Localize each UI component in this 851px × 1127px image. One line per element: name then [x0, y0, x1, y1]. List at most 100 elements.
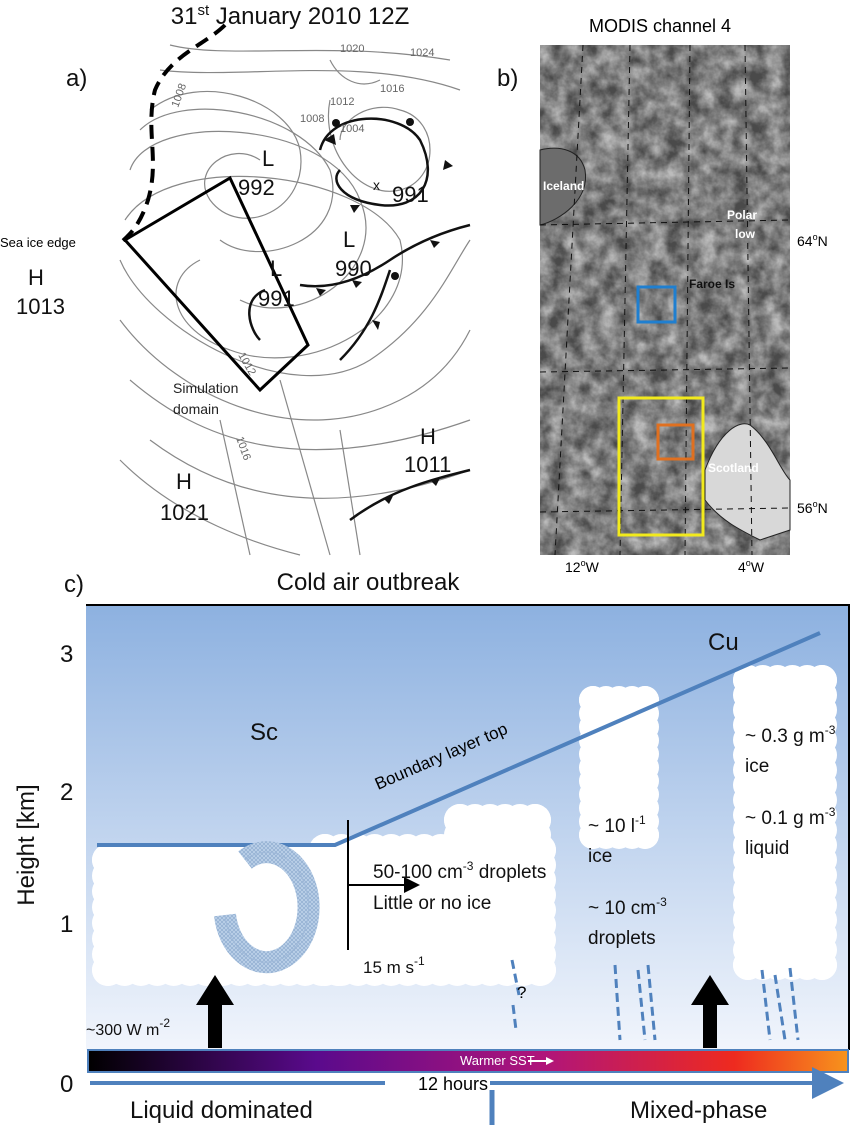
domain-label: Simulation: [173, 380, 238, 396]
annotation: ~ 0.3 g m-3: [745, 723, 836, 747]
lat-part: 64: [797, 233, 813, 249]
lon-sup: o: [581, 558, 586, 568]
panel-a: 31st January 2010 12Z a) Sea ice edge Si…: [0, 2, 471, 556]
lon-part: W: [586, 559, 600, 575]
lon-label: 4oW: [738, 558, 765, 575]
sea-ice-edge-label: Sea ice edge: [0, 235, 76, 250]
annotation: ~ 10 cm-3: [588, 895, 667, 919]
boundary-layer-line: [97, 631, 821, 847]
isobar-label: 1016: [380, 83, 404, 95]
system-pressure: 1013: [16, 294, 65, 319]
cloud-puff: [519, 864, 551, 896]
fronts: [248, 117, 471, 522]
place-label: Scotland: [708, 461, 759, 475]
annotation: ~300 W m-2: [86, 1016, 170, 1039]
lon-sup: o: [746, 558, 751, 568]
lon-part: W: [751, 559, 765, 575]
isobar-label: 1020: [340, 43, 364, 55]
blue-box: [636, 285, 677, 324]
annotation: ~ 10 l-1: [588, 813, 646, 837]
system-pressure: 992: [238, 175, 275, 200]
yellow-box: [617, 396, 705, 537]
superscript: -3: [463, 859, 474, 873]
place-label: low: [735, 227, 756, 241]
lon-label: 12oW: [565, 558, 600, 575]
y-tick-label: 1: [60, 911, 73, 938]
annotation: ice: [588, 846, 612, 867]
system-pressure: 990: [335, 256, 372, 281]
panel-b-title: MODIS channel 4: [589, 16, 731, 36]
isobar-label: 1008: [300, 113, 324, 125]
panel-label: b): [497, 65, 518, 92]
title-sup: st: [197, 2, 210, 19]
sc-label: Sc: [250, 719, 278, 746]
superscript: -3: [656, 895, 667, 909]
sst-label: Warmer SST: [460, 1053, 535, 1068]
text-part: liquid: [745, 838, 789, 859]
system-letter: L: [262, 146, 274, 171]
text-part: ~ 10 cm: [588, 898, 656, 919]
panel-c: c) Cold air outbreak Boundary layer top …: [13, 569, 850, 1125]
simulation-domain-box: [122, 175, 310, 393]
panel-c-title: Cold air outbreak: [277, 569, 461, 596]
cloud-puff: [92, 954, 124, 986]
cloud-puff: [444, 864, 476, 896]
sea-ice-edge-line: [116, 23, 227, 247]
cloud-puff: [579, 821, 607, 849]
time-label: 12 hours: [418, 1074, 488, 1094]
pressure-systems: L 992 x 991 L 990 L 991 H 1013 H 1011 H …: [16, 146, 451, 525]
annotation: 50-100 cm-3 droplets: [373, 859, 546, 883]
text-part: ice: [588, 846, 612, 867]
superscript: -1: [635, 813, 646, 827]
superscript: -3: [825, 723, 836, 737]
annotation: ice: [745, 756, 769, 777]
place-label: Iceland: [543, 179, 584, 193]
cloud-puff: [631, 821, 659, 849]
annotation: 15 m s-1: [363, 954, 425, 977]
superscript: -3: [825, 805, 836, 819]
place-label: Faroe Is: [689, 277, 735, 291]
lat-label: 64oN: [797, 232, 828, 249]
scotland-land: [704, 423, 791, 541]
y-tick-label: 0: [60, 1071, 73, 1098]
title-part: 31: [171, 3, 198, 30]
system-pressure: 991: [258, 286, 295, 311]
centre-x: x: [373, 177, 380, 193]
heat-flux-arrows: [196, 975, 729, 1048]
text-part: ~ 0.3 g m: [745, 726, 825, 747]
annotation: ~ 0.1 g m-3: [745, 805, 836, 829]
isobar-label: 1024: [410, 47, 434, 59]
system-pressure: 1011: [404, 452, 451, 477]
system-letter: H: [420, 424, 436, 449]
isobar-label: 1004: [340, 123, 364, 135]
isobar-label: 1016: [233, 435, 253, 462]
cloud-puff: [524, 954, 556, 986]
text-part: 50-100 cm: [373, 862, 463, 883]
regime-label: Liquid dominated: [130, 1097, 313, 1124]
isobar-labels: 1020 1024 1016 1012 1008 1004 1008 1012 …: [170, 43, 435, 462]
isobar-label: 1012: [330, 96, 354, 108]
annotation: liquid: [745, 838, 789, 859]
regime-label: Mixed-phase: [630, 1097, 767, 1124]
cloud-puff: [309, 954, 341, 986]
front-symbols: [316, 118, 453, 504]
panel-b: MODIS channel 4 b) Iceland Polar low Far…: [497, 16, 828, 575]
lat-part: 56: [797, 500, 813, 516]
text-part: ~ 10 l: [588, 816, 635, 837]
text-part: ~ 0.1 g m: [745, 808, 825, 829]
annotation: Little or no ice: [373, 893, 491, 914]
isobar-label: 1008: [170, 82, 190, 109]
text-part: droplets: [588, 928, 656, 949]
iceland-land: [539, 147, 586, 226]
superscript: -1: [414, 954, 425, 968]
title-part: January 2010 12Z: [209, 3, 409, 30]
precipitation: [510, 959, 800, 1041]
place-label: Polar: [727, 208, 757, 222]
question-mark: ?: [517, 983, 526, 1002]
circulation-outline: [224, 851, 310, 963]
y-tick-label: 3: [60, 641, 73, 668]
system-pressure: 1021: [160, 500, 209, 525]
lon-part: 4: [738, 559, 746, 575]
